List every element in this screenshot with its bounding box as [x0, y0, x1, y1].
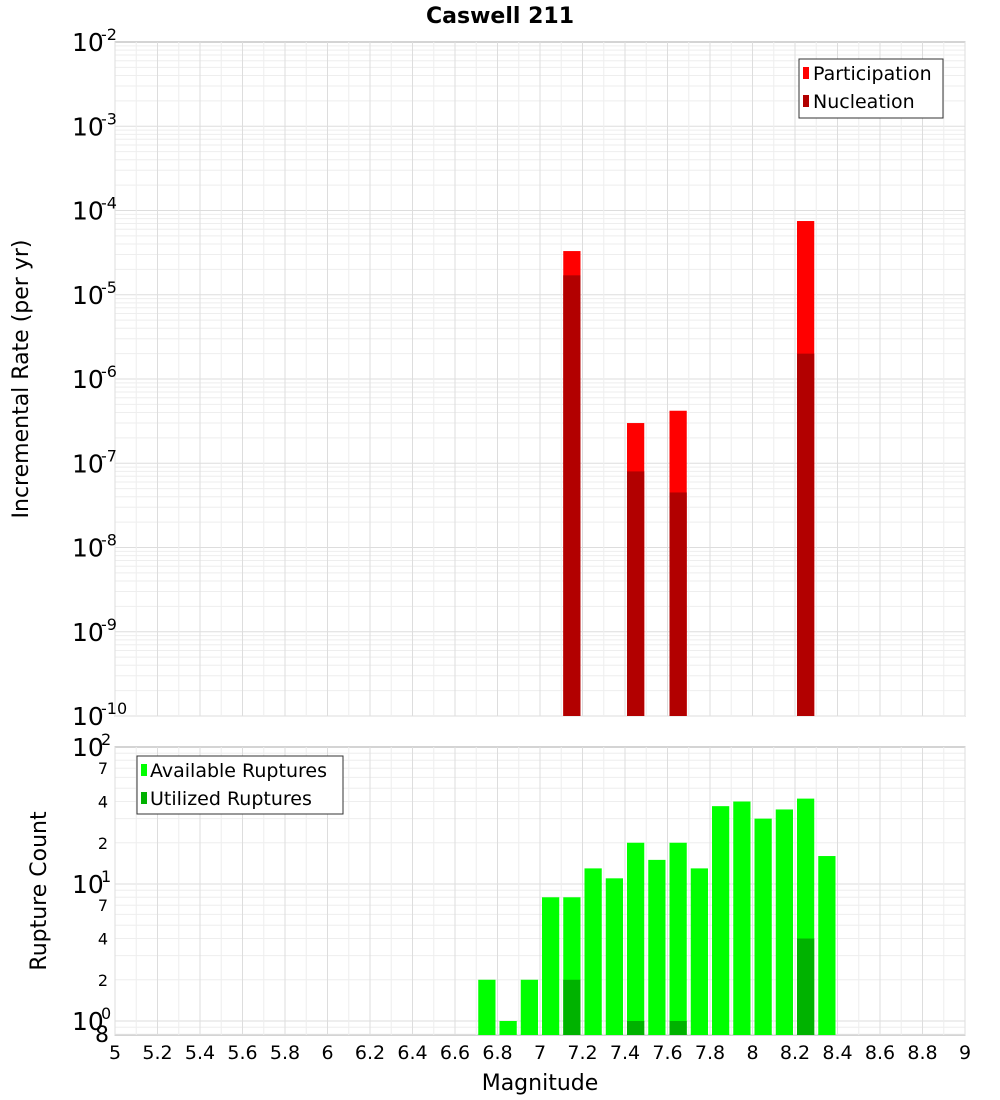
x-tick-label: 8.6 — [865, 1042, 895, 1064]
y-tick-label: 10 — [72, 449, 104, 478]
available-ruptures-bar — [627, 842, 645, 1035]
y-minor-tick-label: 7 — [98, 896, 108, 915]
y-tick-exponent: -6 — [101, 362, 117, 381]
bottom-legend: Available Ruptures Utilized Ruptures — [136, 755, 344, 815]
legend-swatch-utilized — [141, 792, 147, 804]
x-tick-label: 6.8 — [482, 1042, 512, 1064]
x-tick-label: 5.2 — [142, 1042, 172, 1064]
y-tick-label: 10 — [72, 197, 104, 226]
chart-title: Caswell 211 — [426, 4, 574, 29]
utilized-ruptures-bar — [627, 1021, 645, 1035]
bottom-y-axis-label: Rupture Count — [27, 811, 52, 971]
available-ruptures-bar — [499, 1021, 517, 1035]
nucleation-bar — [797, 353, 815, 716]
y-tick-exponent: -9 — [101, 615, 117, 634]
y-tick-label: 10 — [72, 618, 104, 647]
x-tick-label: 8.4 — [822, 1042, 852, 1064]
top-grid — [114, 42, 966, 717]
x-tick-label: 7.8 — [695, 1042, 725, 1064]
y-tick-exponent: -10 — [101, 699, 127, 718]
available-ruptures-bar — [648, 859, 666, 1035]
x-tick-label: 7 — [534, 1042, 546, 1064]
top-y-axis-label: Incremental Rate (per yr) — [9, 240, 34, 519]
legend-label-nucleation: Nucleation — [813, 91, 915, 113]
x-tick-label: 5.8 — [270, 1042, 300, 1064]
available-ruptures-bar — [669, 842, 687, 1035]
legend-swatch-nucleation — [803, 95, 809, 107]
x-tick-label: 5.4 — [185, 1042, 215, 1064]
y-tick-label: 10 — [72, 281, 104, 310]
available-ruptures-bar — [818, 856, 836, 1035]
legend-swatch-participation — [803, 67, 809, 79]
utilized-ruptures-bar — [669, 1021, 687, 1035]
y-minor-tick-label: 4 — [98, 930, 108, 949]
y-tick-label: 10 — [72, 702, 104, 731]
y-tick-label: 10 — [72, 870, 104, 899]
legend-swatch-available — [141, 764, 147, 776]
y-tick-exponent: 0 — [101, 1004, 111, 1023]
nucleation-bar — [627, 471, 645, 716]
x-tick-label: 7.2 — [567, 1042, 597, 1064]
y-bottom-label: 8 — [95, 1023, 109, 1048]
x-tick-label: 6 — [321, 1042, 333, 1064]
nucleation-bar — [563, 275, 581, 716]
y-tick-exponent: -8 — [101, 531, 117, 550]
available-ruptures-bar — [605, 878, 623, 1035]
x-tick-label: 6.6 — [440, 1042, 470, 1064]
available-ruptures-bar — [542, 897, 560, 1035]
y-tick-exponent: 1 — [101, 867, 111, 886]
available-ruptures-bar — [690, 868, 708, 1035]
y-tick-label: 10 — [72, 365, 104, 394]
available-ruptures-bar — [733, 801, 751, 1035]
legend-label-participation: Participation — [813, 63, 932, 85]
y-tick-label: 10 — [72, 733, 104, 762]
y-tick-label: 10 — [72, 28, 104, 57]
available-ruptures-bar — [584, 868, 602, 1035]
y-tick-exponent: -7 — [101, 446, 117, 465]
y-tick-label: 10 — [72, 112, 104, 141]
legend-label-utilized: Utilized Ruptures — [150, 788, 312, 810]
available-ruptures-bar — [775, 809, 793, 1035]
utilized-ruptures-bar — [563, 979, 581, 1035]
x-tick-label: 5.6 — [227, 1042, 257, 1064]
available-ruptures-bar — [520, 979, 538, 1035]
utilized-ruptures-bar — [797, 938, 815, 1035]
x-axis-label: Magnitude — [482, 1071, 599, 1096]
x-tick-label: 6.4 — [397, 1042, 427, 1064]
nucleation-bar — [669, 492, 687, 716]
y-tick-exponent: -5 — [101, 278, 117, 297]
y-minor-tick-label: 4 — [98, 793, 108, 812]
y-tick-exponent: -3 — [101, 109, 117, 128]
y-tick-exponent: 2 — [101, 730, 111, 749]
y-tick-label: 10 — [72, 534, 104, 563]
top-legend: Participation Nucleation — [798, 58, 944, 119]
x-tick-label: 7.4 — [610, 1042, 640, 1064]
x-tick-label: 7.6 — [652, 1042, 682, 1064]
x-tick-labels: 5 5.2 5.4 5.6 5.8 6 6.2 6.4 6.6 6.8 7 7.2 7.4 7.6 7.8 8… — [109, 1042, 971, 1064]
available-ruptures-bar — [754, 818, 772, 1035]
y-tick-exponent: -2 — [101, 25, 117, 44]
bottom-bars — [478, 798, 836, 1035]
available-ruptures-bar — [478, 979, 496, 1035]
top-bars — [563, 221, 815, 717]
x-tick-label: 8 — [746, 1042, 758, 1064]
x-tick-label: 5 — [109, 1042, 121, 1064]
x-tick-label: 6.2 — [355, 1042, 385, 1064]
x-tick-label: 9 — [959, 1042, 971, 1064]
available-ruptures-bar — [712, 806, 730, 1035]
x-tick-label: 8.8 — [907, 1042, 937, 1064]
y-minor-tick-label: 2 — [98, 971, 108, 990]
y-tick-exponent: -4 — [101, 194, 117, 213]
x-tick-label: 8.2 — [780, 1042, 810, 1064]
legend-label-available: Available Ruptures — [150, 760, 327, 782]
y-minor-tick-label: 2 — [98, 834, 108, 853]
y-tick-label: 10 — [72, 1007, 104, 1036]
y-minor-tick-label: 7 — [98, 759, 108, 778]
